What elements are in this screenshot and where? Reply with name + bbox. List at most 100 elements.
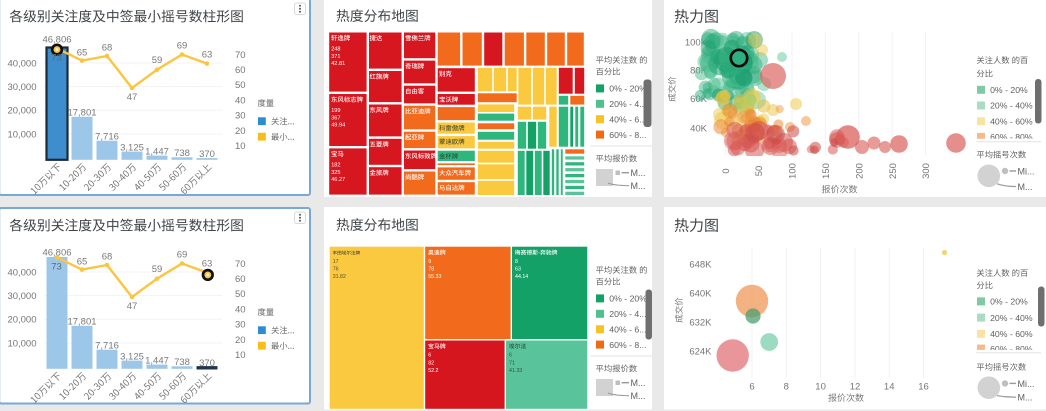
svg-text:40K: 40K — [690, 123, 708, 134]
svg-text:16: 16 — [918, 382, 929, 393]
svg-text:20% - 40%: 20% - 40% — [990, 101, 1033, 111]
svg-text:M...: M... — [631, 181, 646, 191]
svg-text:3,125: 3,125 — [120, 351, 144, 362]
svg-text:70: 70 — [235, 259, 246, 270]
svg-text:370: 370 — [199, 149, 215, 160]
svg-text:47: 47 — [127, 301, 138, 312]
svg-text:46.27: 46.27 — [331, 177, 345, 183]
svg-text:47: 47 — [127, 92, 138, 103]
svg-text:648K: 648K — [689, 259, 712, 270]
svg-text:20,000: 20,000 — [7, 315, 36, 326]
svg-text:738: 738 — [174, 357, 190, 368]
svg-text:6: 6 — [509, 353, 512, 359]
svg-text:82: 82 — [428, 360, 434, 366]
svg-text:60: 60 — [235, 274, 246, 285]
svg-text:370: 370 — [199, 358, 215, 369]
svg-text:199: 199 — [331, 108, 340, 114]
svg-text:325: 325 — [331, 170, 340, 176]
svg-text:69: 69 — [177, 249, 188, 260]
svg-text:60: 60 — [235, 65, 246, 76]
svg-text:371: 371 — [331, 54, 340, 60]
svg-text:M...: M... — [1018, 182, 1033, 192]
svg-text:17: 17 — [333, 259, 339, 265]
svg-text:65: 65 — [77, 47, 88, 58]
svg-text:6: 6 — [749, 382, 754, 393]
svg-text:20% - 40%: 20% - 40% — [990, 313, 1033, 323]
svg-text:10,000: 10,000 — [7, 339, 36, 350]
svg-text:20% - 4...: 20% - 4... — [609, 99, 646, 109]
svg-text:59: 59 — [152, 55, 163, 66]
svg-text:30: 30 — [235, 111, 246, 122]
svg-text:0% - 20%: 0% - 20% — [990, 297, 1028, 307]
svg-text:40,000: 40,000 — [7, 267, 36, 278]
svg-text:44.14: 44.14 — [515, 274, 528, 280]
svg-text:60% - 8...: 60% - 8... — [609, 340, 646, 350]
svg-text:50: 50 — [235, 289, 246, 300]
svg-text:40% - 60%: 40% - 60% — [990, 329, 1033, 339]
svg-text:17,801: 17,801 — [67, 317, 96, 328]
svg-text:40: 40 — [235, 304, 246, 315]
svg-text:0% - 20%: 0% - 20% — [609, 294, 647, 304]
svg-text:1,447: 1,447 — [145, 355, 169, 366]
svg-text:640K: 640K — [689, 288, 712, 299]
svg-text:248: 248 — [331, 47, 340, 53]
svg-text:M...: M... — [631, 378, 646, 388]
svg-text:10: 10 — [815, 382, 826, 393]
svg-text:73: 73 — [51, 52, 62, 63]
svg-text:0: 0 — [721, 168, 732, 173]
svg-text:70: 70 — [235, 50, 246, 61]
svg-text:40,000: 40,000 — [7, 58, 36, 69]
svg-text:100: 100 — [788, 163, 799, 179]
svg-text:200: 200 — [854, 163, 865, 179]
svg-text:46,806: 46,806 — [42, 248, 71, 259]
svg-text:30,000: 30,000 — [7, 82, 36, 93]
svg-text:632K: 632K — [689, 317, 712, 328]
svg-text:60% - 80%: 60% - 80% — [990, 132, 1033, 142]
svg-text:8: 8 — [515, 259, 518, 265]
svg-text:60% - 80%: 60% - 80% — [990, 344, 1033, 354]
svg-text:60% - 8...: 60% - 8... — [609, 130, 646, 140]
svg-text:68: 68 — [102, 251, 113, 262]
svg-text:367: 367 — [331, 115, 340, 121]
svg-text:6: 6 — [428, 353, 431, 359]
svg-text:100K: 100K — [685, 37, 708, 48]
svg-text:31.82: 31.82 — [333, 274, 346, 280]
svg-text:7,716: 7,716 — [95, 340, 119, 351]
svg-text:50: 50 — [754, 166, 765, 177]
svg-text:40% - 6...: 40% - 6... — [609, 324, 646, 334]
svg-text:50: 50 — [235, 80, 246, 91]
svg-text:3,125: 3,125 — [120, 142, 144, 153]
svg-text:63: 63 — [515, 267, 521, 273]
svg-text:42.81: 42.81 — [331, 61, 345, 67]
svg-text:55.33: 55.33 — [428, 274, 441, 280]
svg-text:12: 12 — [850, 382, 861, 393]
svg-text:M...: M... — [631, 391, 646, 401]
svg-text:250: 250 — [888, 163, 899, 179]
svg-text:10,000: 10,000 — [7, 130, 36, 141]
svg-text:150: 150 — [821, 163, 832, 179]
svg-text:10: 10 — [235, 350, 246, 361]
svg-text:30,000: 30,000 — [7, 291, 36, 302]
svg-text:0% - 20%: 0% - 20% — [609, 84, 647, 94]
svg-text:M...: M... — [1018, 393, 1033, 403]
svg-text:69: 69 — [177, 40, 188, 51]
svg-text:49.94: 49.94 — [331, 123, 345, 129]
svg-text:Mi...: Mi... — [1018, 379, 1035, 389]
svg-text:52.2: 52.2 — [428, 368, 438, 374]
svg-text:20% - 4...: 20% - 4... — [609, 309, 646, 319]
svg-text:68: 68 — [102, 42, 113, 53]
svg-text:76: 76 — [333, 267, 339, 273]
svg-text:182: 182 — [331, 163, 340, 169]
svg-text:78: 78 — [428, 267, 434, 273]
svg-text:17,801: 17,801 — [67, 108, 96, 119]
svg-text:59: 59 — [152, 264, 163, 275]
svg-text:8: 8 — [784, 382, 789, 393]
svg-text:Mi...: Mi... — [1018, 167, 1035, 177]
svg-text:30: 30 — [235, 320, 246, 331]
svg-text:20: 20 — [235, 335, 246, 346]
svg-text:1,447: 1,447 — [145, 146, 169, 157]
svg-text:0% - 20%: 0% - 20% — [990, 85, 1028, 95]
svg-text:46,806: 46,806 — [42, 34, 71, 45]
svg-text:9: 9 — [428, 259, 431, 265]
svg-text:300: 300 — [921, 163, 932, 179]
